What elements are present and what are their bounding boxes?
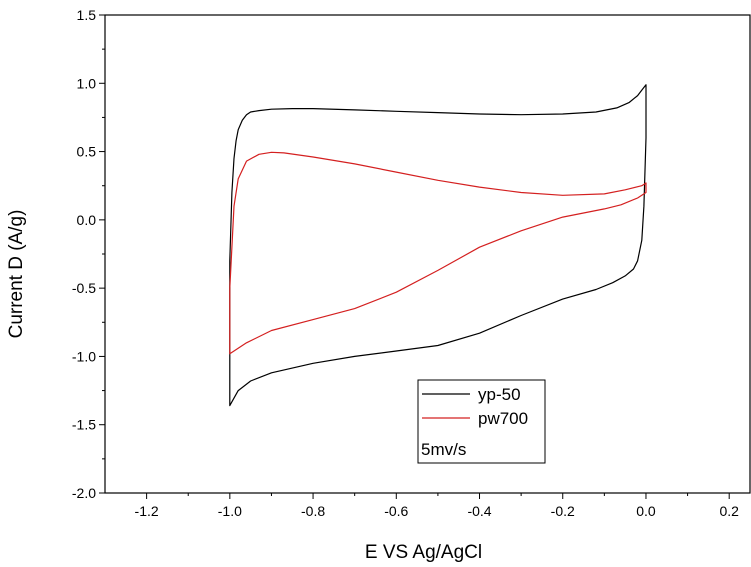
x-axis-ticks: -1.2 -1.0 -0.8 -0.6 -0.4 -0.2 0.0 0.2 (135, 493, 739, 519)
x-axis-title: E VS Ag/AgCl (365, 542, 482, 563)
x-tick-label: -1.0 (218, 503, 242, 519)
x-tick-label: -0.2 (551, 503, 575, 519)
x-tick-label: -0.6 (384, 503, 408, 519)
x-tick-label: -0.4 (467, 503, 491, 519)
legend: yp-50 pw700 5mv/s (417, 379, 546, 464)
y-tick-label: -2.0 (72, 485, 96, 501)
x-tick-label: -0.8 (301, 503, 325, 519)
y-tick-label: -1.5 (72, 417, 96, 433)
series-layer (229, 84, 647, 407)
y-tick-label: 0.0 (77, 212, 97, 228)
y-tick-label: -1.0 (72, 348, 96, 364)
x-tick-label: 0.2 (719, 503, 739, 519)
y-tick-label: -0.5 (72, 280, 96, 296)
y-tick-label: 1.0 (77, 75, 97, 91)
y-axis-title: Current D (A/g) (6, 210, 27, 339)
legend-scan-rate: 5mv/s (421, 440, 466, 459)
legend-label-pw700: pw700 (478, 409, 528, 428)
y-axis-ticks: -2.0 -1.5 -1.0 -0.5 0.0 0.5 1.0 1.5 (72, 7, 105, 501)
y-tick-label: 0.5 (77, 144, 97, 160)
y-tick-label: 1.5 (77, 7, 97, 23)
x-tick-label: 0.0 (636, 503, 656, 519)
series-line-pw700 (229, 151, 647, 355)
series-line-yp-50 (229, 84, 647, 407)
x-tick-label: -1.2 (135, 503, 159, 519)
legend-label-yp-50: yp-50 (478, 385, 521, 404)
